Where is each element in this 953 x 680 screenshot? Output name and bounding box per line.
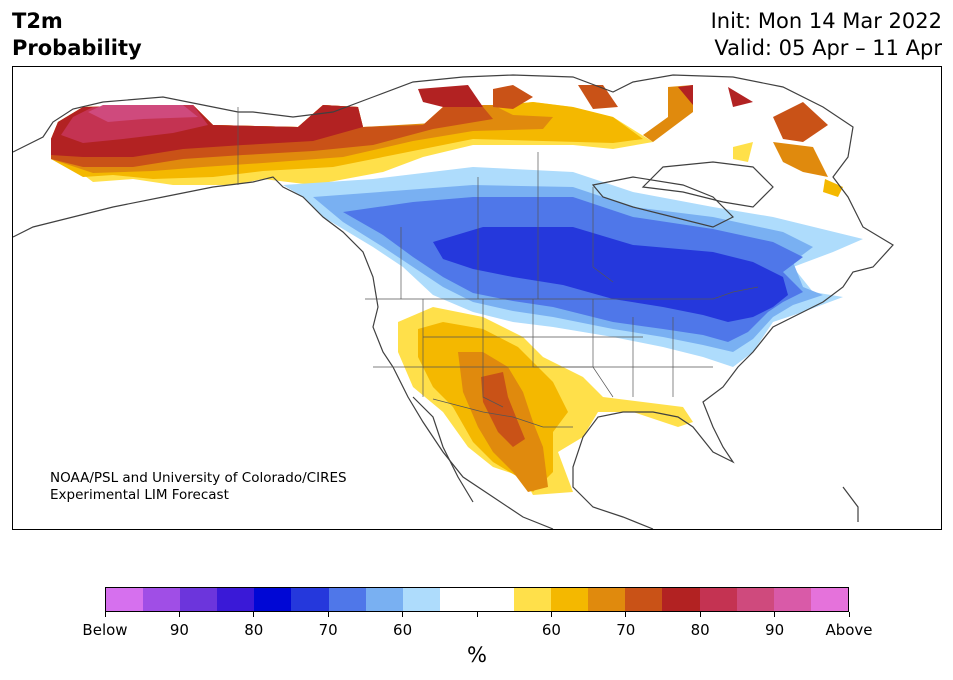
colorbar-tick-label: 70 (318, 621, 338, 639)
political-borders (237, 107, 759, 428)
colorbar-cell (254, 588, 292, 611)
region-alaska-above (51, 85, 843, 197)
coastlines (13, 74, 894, 529)
colorbar-tick (253, 612, 255, 617)
colorbar-cell (328, 588, 366, 611)
colorbar-cell (476, 588, 515, 611)
colorbar-cell (773, 588, 811, 611)
forecast-map (13, 74, 894, 529)
colorbar-tick-label: Above (825, 621, 873, 639)
colorbar-cell (625, 588, 663, 611)
colorbar-tick (476, 612, 478, 617)
colorbar-tick-label: 80 (690, 621, 710, 639)
colorbar-tick (699, 612, 701, 617)
colorbar-tick-label: 90 (169, 621, 189, 639)
colorbar-tick (402, 612, 404, 617)
date-info: Init: Mon 14 Mar 2022 Valid: 05 Apr – 11… (711, 8, 942, 62)
colorbar-cell (291, 588, 329, 611)
colorbar-cell (736, 588, 774, 611)
region-southwest-above (398, 307, 693, 495)
colorbar-tick (774, 612, 776, 617)
credit-line-1: NOAA/PSL and University of Colorado/CIRE… (50, 470, 347, 486)
colorbar-cell (810, 588, 848, 611)
valid-range: Valid: 05 Apr – 11 Apr (714, 36, 942, 60)
colorbar-tick (327, 612, 329, 617)
map-title: T2m Probability (12, 8, 142, 62)
colorbar-cell (588, 588, 626, 611)
region-canada-below (283, 167, 863, 367)
colorbar-cell (180, 588, 218, 611)
colorbar-cell (551, 588, 589, 611)
colorbar-cell (217, 588, 255, 611)
colorbar-tick-label: 80 (244, 621, 264, 639)
colorbar-tick (848, 612, 850, 617)
colorbar-tick (178, 612, 180, 617)
colorbar-tick-label: Below (82, 621, 128, 639)
colorbar-tick-label: 60 (393, 621, 413, 639)
colorbar-tick-label: 60 (541, 621, 561, 639)
colorbar-tick-label: 70 (616, 621, 636, 639)
colorbar-cell (699, 588, 737, 611)
quantity-label: Probability (12, 36, 142, 60)
colorbar-cell (106, 588, 144, 611)
variable-label: T2m (12, 9, 63, 33)
colorbar-tick-label: 90 (765, 621, 785, 639)
map-panel[interactable]: NOAA/PSL and University of Colorado/CIRE… (12, 66, 942, 530)
credit-text: NOAA/PSL and University of Colorado/CIRE… (50, 470, 347, 504)
colorbar (105, 587, 849, 612)
init-date: Init: Mon 14 Mar 2022 (710, 9, 942, 33)
colorbar-unit: % (467, 643, 487, 667)
colorbar-cell (514, 588, 552, 611)
credit-line-2: Experimental LIM Forecast (50, 487, 229, 503)
colorbar-cell (402, 588, 440, 611)
colorbar-tick (104, 612, 106, 617)
colorbar-cell (662, 588, 700, 611)
colorbar-cell (439, 588, 477, 611)
colorbar-tick (625, 612, 627, 617)
colorbar-cell (365, 588, 403, 611)
colorbar-cell (143, 588, 181, 611)
colorbar-tick (550, 612, 552, 617)
